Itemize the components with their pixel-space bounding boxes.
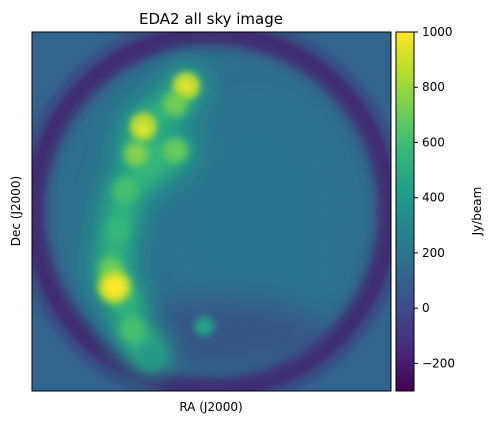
galactic-plane-blob-10	[138, 343, 163, 368]
bright-source-2	[180, 79, 193, 92]
horizon-ring	[32, 32, 391, 391]
bright-source-1	[137, 122, 150, 135]
diffuse-emission	[161, 100, 348, 359]
bright-sources-layer	[97, 74, 215, 337]
bright-source-3	[199, 321, 210, 332]
x-axis-label: RA (J2000)	[179, 400, 242, 414]
colorbar-tick-label-5: 800	[422, 80, 445, 94]
colorbar: −200 0 200 400 600 800 1000 Jy/beam	[395, 25, 484, 392]
colorbar-tick-label-6: 1000	[422, 25, 453, 39]
bright-source-0	[102, 274, 127, 299]
colorbar-tick-label-0: −200	[422, 356, 455, 370]
colorbar-frame	[395, 31, 415, 392]
chart-title: EDA2 all sky image	[139, 10, 283, 28]
colorbar-tick-label-4: 600	[422, 135, 445, 149]
galactic-plane-blob-9	[120, 317, 145, 342]
colorbar-tick-label-1: 0	[422, 301, 430, 315]
galactic-plane-blob-4	[163, 138, 188, 163]
colorbar-label: Jy/beam	[470, 187, 484, 237]
colorbar-ticks: −200 0 200 400 600 800 1000	[414, 25, 455, 370]
galactic-plane-blob-1	[163, 91, 188, 116]
sky-disc-layer	[32, 32, 391, 391]
galactic-plane-blob-5	[113, 177, 138, 202]
galactic-plane-blob-3	[124, 142, 149, 167]
colorbar-tick-label-3: 400	[422, 191, 445, 205]
colorbar-tick-label-2: 200	[422, 246, 445, 260]
galactic-plane-blob-6	[106, 217, 131, 242]
heatmap-plot	[32, 32, 391, 391]
colorbar-gradient	[396, 32, 414, 391]
y-axis-label: Dec (J2000)	[9, 176, 23, 246]
plot-frame	[31, 31, 392, 392]
